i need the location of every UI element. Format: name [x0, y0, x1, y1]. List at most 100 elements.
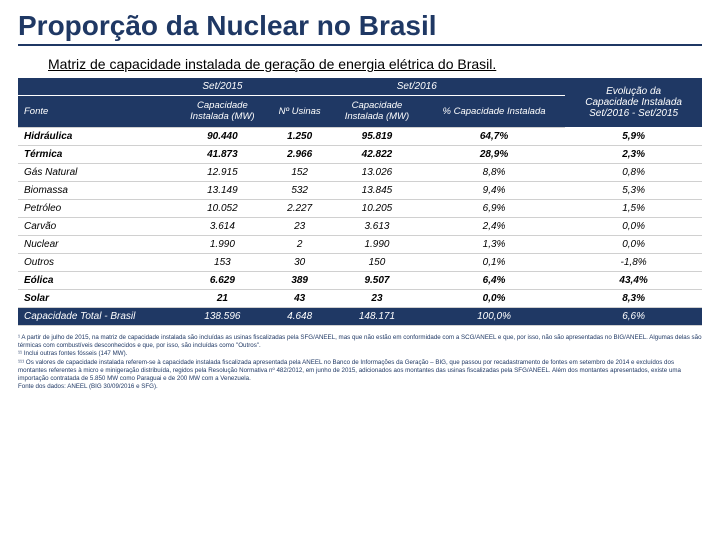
cell-cap2016: 13.845: [331, 181, 423, 199]
cell-fonte: Outros: [18, 253, 176, 271]
cell-nusinas: 2.966: [268, 145, 331, 163]
page-title: Proporção da Nuclear no Brasil: [18, 10, 702, 46]
cell-nusinas: 152: [268, 163, 331, 181]
cell-pct: 1,3%: [423, 235, 565, 253]
col-nusinas: Nº Usinas: [268, 96, 331, 128]
cell-pct: 2,4%: [423, 217, 565, 235]
table-body: Hidráulica90.4401.25095.81964,7%5,9%Térm…: [18, 127, 702, 307]
cell-cap2016: 10.205: [331, 199, 423, 217]
col-pct: % Capacidade Instalada: [423, 96, 565, 128]
footnote-line: ¹¹¹ Os valores de capacidade instalada r…: [18, 359, 702, 382]
total-fonte: Capacidade Total - Brasil: [18, 307, 176, 325]
cell-nusinas: 30: [268, 253, 331, 271]
cell-fonte: Eólica: [18, 271, 176, 289]
cell-cap2016: 1.990: [331, 235, 423, 253]
cell-nusinas: 23: [268, 217, 331, 235]
cell-evol: 5,9%: [565, 127, 702, 145]
cap2015-l2: Instalada (MW): [190, 111, 254, 122]
cell-cap2015: 10.052: [176, 199, 268, 217]
cap2016-l1: Capacidade: [352, 100, 403, 111]
period-2015: Set/2015: [176, 78, 268, 96]
cell-fonte: Nuclear: [18, 235, 176, 253]
period-evol: Evolução da Capacidade Instalada Set/201…: [565, 78, 702, 127]
col-fonte: Fonte: [18, 96, 176, 128]
footnote-line: ¹ A partir de julho de 2015, na matriz d…: [18, 334, 702, 350]
period-2016: Set/2016: [268, 78, 565, 96]
cell-nusinas: 389: [268, 271, 331, 289]
cell-evol: 2,3%: [565, 145, 702, 163]
col-cap2015: Capacidade Instalada (MW): [176, 96, 268, 128]
cell-pct: 9,4%: [423, 181, 565, 199]
cell-pct: 0,1%: [423, 253, 565, 271]
cell-fonte: Gás Natural: [18, 163, 176, 181]
cell-cap2016: 23: [331, 289, 423, 307]
cell-nusinas: 1.250: [268, 127, 331, 145]
cell-cap2015: 6.629: [176, 271, 268, 289]
footnotes: ¹ A partir de julho de 2015, na matriz d…: [18, 334, 702, 391]
cell-nusinas: 2.227: [268, 199, 331, 217]
cell-fonte: Solar: [18, 289, 176, 307]
total-cap2015: 138.596: [176, 307, 268, 325]
total-pct: 100,0%: [423, 307, 565, 325]
cell-cap2016: 13.026: [331, 163, 423, 181]
evol-l1: Evolução da: [606, 86, 661, 97]
cell-fonte: Hidráulica: [18, 127, 176, 145]
cell-fonte: Biomassa: [18, 181, 176, 199]
cell-fonte: Carvão: [18, 217, 176, 235]
cell-cap2015: 90.440: [176, 127, 268, 145]
table-row: Eólica6.6293899.5076,4%43,4%: [18, 271, 702, 289]
table-row: Outros153301500,1%-1,8%: [18, 253, 702, 271]
cell-cap2015: 3.614: [176, 217, 268, 235]
total-row: Capacidade Total - Brasil 138.596 4.648 …: [18, 307, 702, 325]
cell-cap2016: 150: [331, 253, 423, 271]
table-row: Hidráulica90.4401.25095.81964,7%5,9%: [18, 127, 702, 145]
col-cap2016: Capacidade Instalada (MW): [331, 96, 423, 128]
cell-cap2016: 9.507: [331, 271, 423, 289]
cell-evol: 43,4%: [565, 271, 702, 289]
cap2015-l1: Capacidade: [197, 100, 248, 111]
cell-fonte: Petróleo: [18, 199, 176, 217]
cell-pct: 0,0%: [423, 289, 565, 307]
subtitle: Matriz de capacidade instalada de geraçã…: [48, 56, 702, 72]
table-row: Solar2143230,0%8,3%: [18, 289, 702, 307]
cell-cap2015: 41.873: [176, 145, 268, 163]
cell-evol: -1,8%: [565, 253, 702, 271]
cell-pct: 28,9%: [423, 145, 565, 163]
cell-evol: 8,3%: [565, 289, 702, 307]
table-row: Nuclear1.99021.9901,3%0,0%: [18, 235, 702, 253]
cell-evol: 5,3%: [565, 181, 702, 199]
table-row: Petróleo10.0522.22710.2056,9%1,5%: [18, 199, 702, 217]
cell-cap2015: 153: [176, 253, 268, 271]
cell-evol: 0,0%: [565, 217, 702, 235]
cell-pct: 6,4%: [423, 271, 565, 289]
evol-l3: Set/2016 - Set/2015: [589, 108, 678, 119]
evol-l2: Capacidade Instalada: [585, 97, 682, 108]
cell-nusinas: 532: [268, 181, 331, 199]
cell-cap2015: 13.149: [176, 181, 268, 199]
cell-evol: 1,5%: [565, 199, 702, 217]
cell-evol: 0,8%: [565, 163, 702, 181]
cell-cap2015: 21: [176, 289, 268, 307]
footnote-line: ¹¹ Inclui outras fontes fósseis (147 MW)…: [18, 350, 702, 358]
total-nusinas: 4.648: [268, 307, 331, 325]
cell-nusinas: 43: [268, 289, 331, 307]
period-blank: [18, 78, 176, 96]
total-cap2016: 148.171: [331, 307, 423, 325]
cell-nusinas: 2: [268, 235, 331, 253]
cell-cap2016: 3.613: [331, 217, 423, 235]
footnote-line: Fonte dos dados: ANEEL (BIG 30/09/2016 e…: [18, 383, 702, 391]
cell-cap2015: 1.990: [176, 235, 268, 253]
period-header-row: Set/2015 Set/2016 Evolução da Capacidade…: [18, 78, 702, 96]
table-row: Térmica41.8732.96642.82228,9%2,3%: [18, 145, 702, 163]
cell-cap2015: 12.915: [176, 163, 268, 181]
capacity-table: Set/2015 Set/2016 Evolução da Capacidade…: [18, 78, 702, 326]
cell-cap2016: 42.822: [331, 145, 423, 163]
cell-fonte: Térmica: [18, 145, 176, 163]
cell-cap2016: 95.819: [331, 127, 423, 145]
table-row: Biomassa13.14953213.8459,4%5,3%: [18, 181, 702, 199]
total-evol: 6,6%: [565, 307, 702, 325]
table-row: Gás Natural12.91515213.0268,8%0,8%: [18, 163, 702, 181]
cell-pct: 8,8%: [423, 163, 565, 181]
cap2016-l2: Instalada (MW): [345, 111, 409, 122]
cell-pct: 6,9%: [423, 199, 565, 217]
